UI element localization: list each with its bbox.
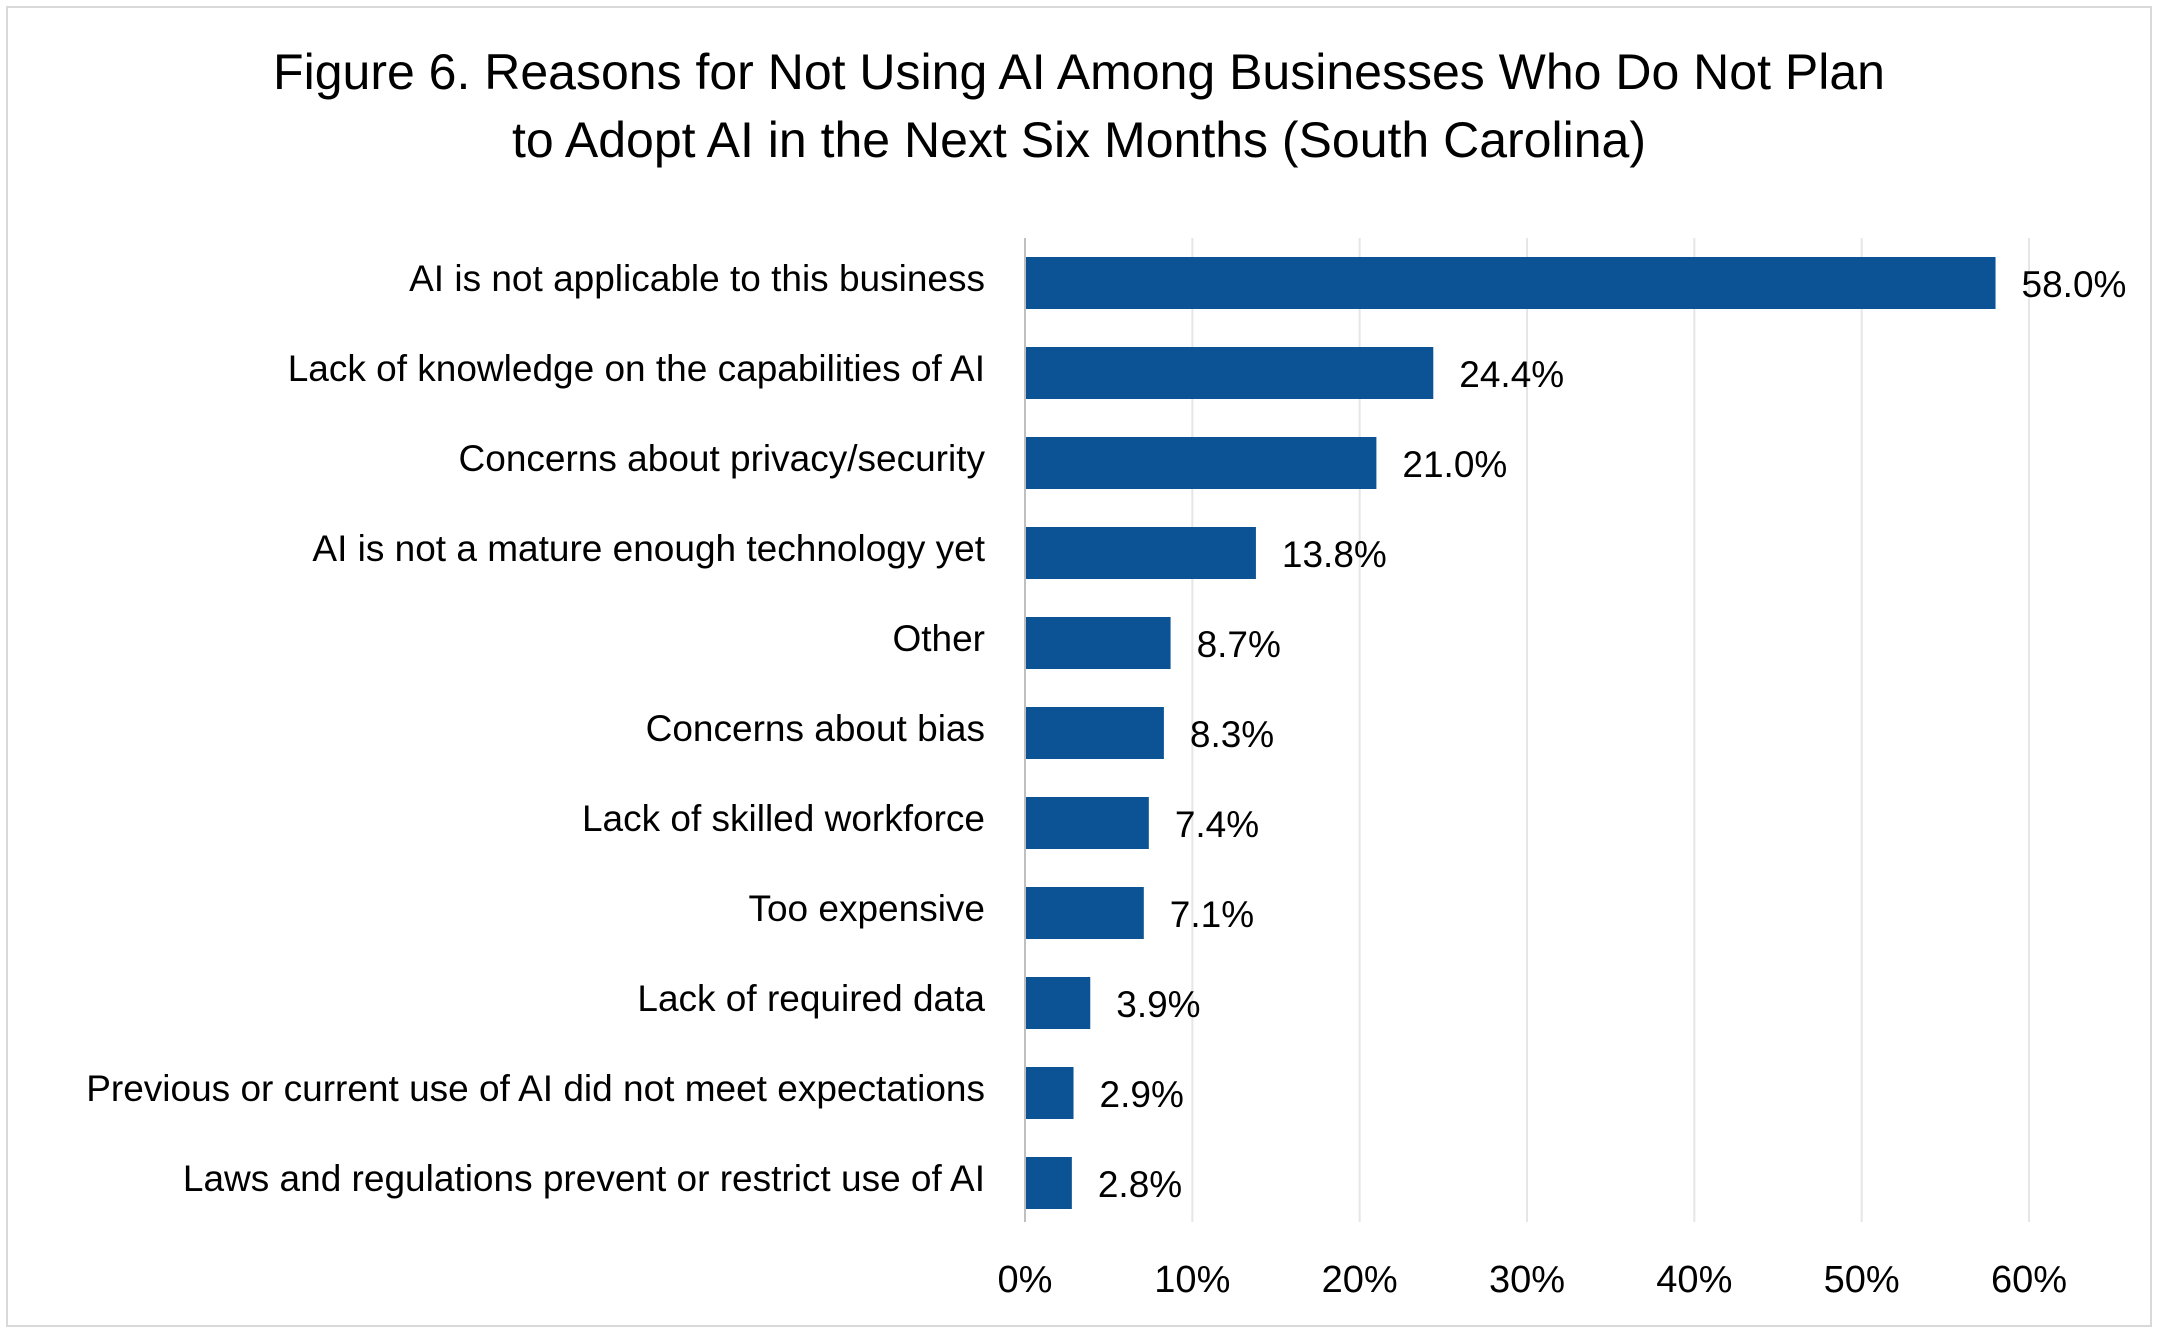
x-tick-label: 60% xyxy=(1991,1259,2067,1301)
category-label: AI is not a mature enough technology yet xyxy=(312,528,985,569)
x-tick-labels: 0% 10% 20% 30% 40% 50% 60% xyxy=(998,1259,2067,1301)
bar xyxy=(1025,527,1256,579)
gridlines xyxy=(1191,238,2030,1222)
category-label: Lack of required data xyxy=(637,978,985,1019)
bar xyxy=(1025,347,1434,399)
bars xyxy=(1025,257,1996,1209)
x-tick-label: 10% xyxy=(1154,1259,1230,1301)
chart-title-line-2: to Adopt AI in the Next Six Months (Sout… xyxy=(512,112,1646,168)
category-label: Too expensive xyxy=(748,888,985,929)
category-label: Concerns about bias xyxy=(646,708,985,749)
bar xyxy=(1025,1067,1074,1119)
x-tick-label: 50% xyxy=(1824,1259,1900,1301)
chart-title-line-1: Figure 6. Reasons for Not Using AI Among… xyxy=(273,44,1885,100)
data-label: 24.4% xyxy=(1459,354,1564,395)
category-label: Concerns about privacy/security xyxy=(459,438,986,479)
bar xyxy=(1025,977,1091,1029)
chart-title: Figure 6. Reasons for Not Using AI Among… xyxy=(0,38,2158,174)
x-tick-label: 20% xyxy=(1322,1259,1398,1301)
bar xyxy=(1025,437,1377,489)
data-label: 21.0% xyxy=(1402,444,1507,485)
data-label: 2.8% xyxy=(1098,1164,1182,1205)
data-label: 13.8% xyxy=(1282,534,1387,575)
data-label: 8.7% xyxy=(1197,624,1281,665)
bar xyxy=(1025,617,1171,669)
x-tick-label: 30% xyxy=(1489,1259,1565,1301)
category-label: Previous or current use of AI did not me… xyxy=(86,1068,985,1109)
bar xyxy=(1025,257,1996,309)
data-label: 7.1% xyxy=(1170,894,1254,935)
data-label: 7.4% xyxy=(1175,804,1259,845)
bar xyxy=(1025,887,1144,939)
data-label: 3.9% xyxy=(1116,984,1200,1025)
bar xyxy=(1025,797,1149,849)
x-tick-label: 0% xyxy=(998,1259,1053,1301)
category-label: AI is not applicable to this business xyxy=(409,258,985,299)
value-labels: 58.0% 24.4% 21.0% 13.8% 8.7% 8.3% 7.4% 7.1% 3.9%… xyxy=(1098,264,2127,1205)
data-label: 2.9% xyxy=(1100,1074,1184,1115)
category-label: Lack of skilled workforce xyxy=(582,798,985,839)
category-label: Laws and regulations prevent or restrict… xyxy=(183,1158,985,1199)
category-label: Other xyxy=(892,618,985,659)
bar xyxy=(1025,707,1164,759)
x-tick-label: 40% xyxy=(1656,1259,1732,1301)
category-labels: AI is not applicable to this business Lac… xyxy=(86,258,985,1199)
data-label: 8.3% xyxy=(1190,714,1274,755)
bar xyxy=(1025,1157,1072,1209)
category-label: Lack of knowledge on the capabilities of… xyxy=(288,348,985,389)
data-label: 58.0% xyxy=(2022,264,2127,305)
